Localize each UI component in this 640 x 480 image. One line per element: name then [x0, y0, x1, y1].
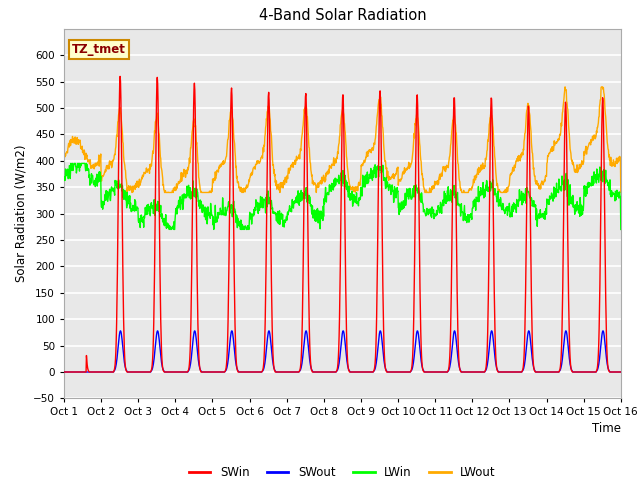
Text: TZ_tmet: TZ_tmet — [72, 43, 126, 56]
X-axis label: Time: Time — [592, 422, 621, 435]
Y-axis label: Solar Radiation (W/m2): Solar Radiation (W/m2) — [15, 145, 28, 282]
Title: 4-Band Solar Radiation: 4-Band Solar Radiation — [259, 9, 426, 24]
Legend: SWin, SWout, LWin, LWout: SWin, SWout, LWin, LWout — [184, 462, 500, 480]
